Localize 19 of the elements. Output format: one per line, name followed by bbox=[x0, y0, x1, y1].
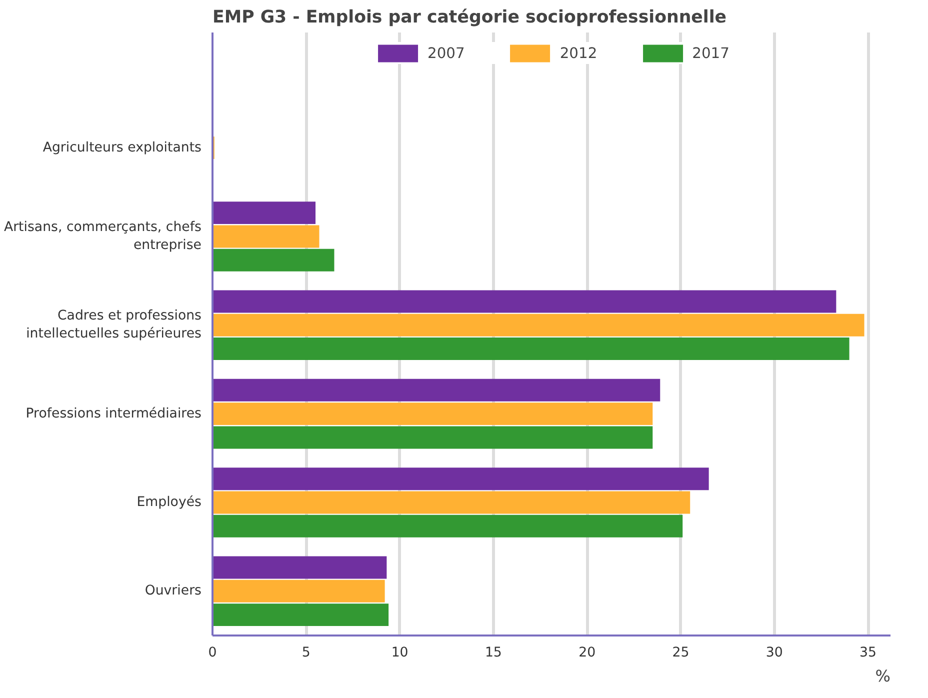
y-tick-label: Ouvriers bbox=[144, 584, 202, 599]
x-tick-label: 20 bbox=[578, 646, 596, 660]
x-tick-label: 25 bbox=[672, 646, 690, 660]
x-tick-label: 35 bbox=[860, 646, 877, 660]
y-tick-label: Employés bbox=[136, 494, 202, 510]
x-tick-label: 5 bbox=[302, 646, 310, 660]
y-tick-label: Professions intermédiaires bbox=[26, 406, 202, 422]
legend-label: 2012 bbox=[560, 44, 598, 62]
y-tick-label: Cadres et professions intellectuelles supérieures bbox=[26, 308, 202, 342]
x-tick-label: 15 bbox=[484, 646, 502, 660]
y-tick-label: Artisans, commerçants, chefs entreprise bbox=[4, 220, 202, 253]
x-tick-label: 30 bbox=[766, 646, 783, 660]
legend-label: 2017 bbox=[692, 44, 730, 62]
x-tick-label: 10 bbox=[391, 646, 408, 660]
x-tick-label: 0 bbox=[208, 646, 217, 660]
legend-label: 2007 bbox=[428, 44, 465, 62]
chart-title: EMP G3 - Emplois par catégorie socioprofessionnelle bbox=[212, 8, 727, 28]
x-axis-title: % bbox=[875, 666, 890, 686]
y-tick-label: Agriculteurs exploitants bbox=[42, 140, 202, 156]
